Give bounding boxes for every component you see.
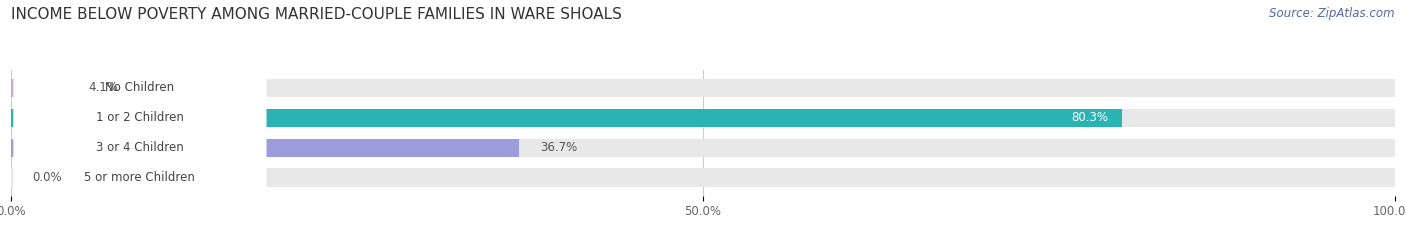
FancyBboxPatch shape <box>13 105 267 131</box>
Bar <box>11 138 519 157</box>
Text: 3 or 4 Children: 3 or 4 Children <box>96 141 184 154</box>
Bar <box>11 109 1395 127</box>
FancyBboxPatch shape <box>13 165 267 191</box>
Text: Source: ZipAtlas.com: Source: ZipAtlas.com <box>1270 7 1395 20</box>
Bar <box>11 79 1395 97</box>
Bar <box>11 79 67 97</box>
FancyBboxPatch shape <box>13 135 267 161</box>
Text: 0.0%: 0.0% <box>32 171 62 184</box>
Text: 80.3%: 80.3% <box>1071 111 1108 124</box>
Bar <box>11 109 1122 127</box>
Bar <box>11 138 1395 157</box>
Text: No Children: No Children <box>105 81 174 94</box>
Text: 36.7%: 36.7% <box>540 141 576 154</box>
Text: 1 or 2 Children: 1 or 2 Children <box>96 111 184 124</box>
FancyBboxPatch shape <box>13 75 267 101</box>
Text: INCOME BELOW POVERTY AMONG MARRIED-COUPLE FAMILIES IN WARE SHOALS: INCOME BELOW POVERTY AMONG MARRIED-COUPL… <box>11 7 621 22</box>
Text: 4.1%: 4.1% <box>89 81 118 94</box>
Text: 5 or more Children: 5 or more Children <box>84 171 195 184</box>
Bar <box>11 168 1395 187</box>
